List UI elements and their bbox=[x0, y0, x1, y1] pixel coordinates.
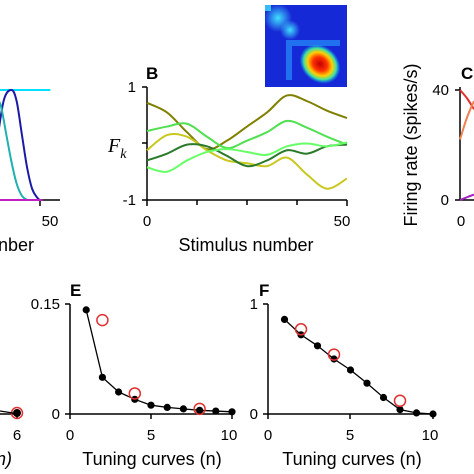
panel-d-x-label-fragment: n) bbox=[0, 449, 12, 469]
panel-e-y-tick-label-bottom: 0 bbox=[52, 406, 60, 423]
panel-e: E 0.15 0 0 5 10 Tuning curves (n) bbox=[31, 281, 238, 469]
panel-e-open-point-2 bbox=[96, 313, 109, 327]
panel-f-y-tick-label-bottom: 0 bbox=[250, 406, 258, 423]
panel-e-x-tick-5: 5 bbox=[147, 427, 155, 444]
panel-e-letter: E bbox=[70, 281, 81, 300]
panel-e-filled-point-10 bbox=[228, 408, 236, 416]
panel-f-x-label: Tuning curves (n) bbox=[282, 449, 421, 469]
panel-e-filled-point-7 bbox=[179, 405, 187, 413]
panel-e-filled-line bbox=[85, 309, 233, 413]
panel-d-point bbox=[13, 409, 21, 417]
panel-f-filled-point-7 bbox=[379, 393, 388, 402]
panel-c-y-label: Firing rate (spikes/s) bbox=[401, 63, 421, 226]
panel-f-filled-point-3 bbox=[313, 342, 322, 350]
panel-f-open-point-2 bbox=[294, 323, 308, 336]
panel-e-open-point-4 bbox=[128, 387, 142, 400]
panel-f-filled-point-8 bbox=[396, 406, 404, 414]
panel-b-plot bbox=[146, 94, 348, 190]
panel-f-open-point-4 bbox=[327, 348, 341, 361]
panel-a-series-2-line bbox=[0, 88, 43, 202]
panel-f-filled-point-10 bbox=[429, 410, 437, 418]
panel-e-x-label: Tuning curves (n) bbox=[82, 449, 221, 469]
panel-c-y-tick-label-top: 40 bbox=[432, 82, 449, 99]
panel-b: B bbox=[107, 4, 350, 255]
panel-b-series-4-line bbox=[146, 143, 348, 168]
panel-b-series-5-line bbox=[146, 141, 348, 173]
panel-f-filled-point-9 bbox=[412, 409, 421, 417]
panel-f-filled-line bbox=[284, 318, 434, 415]
panel-b-series-3-line bbox=[146, 132, 348, 190]
panel-f-y-tick-label-top: 1 bbox=[250, 296, 258, 313]
panel-b-series-2-line bbox=[146, 119, 348, 150]
panel-c: C 40 0 0 Firing rate (spikes/s) bbox=[401, 63, 474, 230]
panel-f-open-point-8 bbox=[393, 394, 407, 408]
panel-b-letter: B bbox=[146, 64, 158, 83]
panel-b-x-label: Stimulus number bbox=[178, 235, 313, 255]
panel-a-plot bbox=[0, 88, 51, 202]
panel-a: 50 nber bbox=[0, 88, 60, 255]
panel-c-series-3-line bbox=[459, 193, 474, 201]
panel-b-x-tick-label-start: 0 bbox=[143, 213, 151, 230]
panel-b-y-tick-label-bottom: -1 bbox=[123, 192, 136, 209]
panel-e-filled-point-2 bbox=[98, 373, 106, 381]
panel-e-plot bbox=[82, 306, 236, 416]
panel-e-x-tick-0: 0 bbox=[66, 427, 74, 444]
panel-e-filled-point-3 bbox=[115, 388, 123, 396]
panel-c-y-tick-label-bottom: 0 bbox=[441, 192, 449, 209]
panel-c-letter: C bbox=[461, 64, 473, 83]
panel-a-x-label-fragment: nber bbox=[0, 235, 34, 255]
panel-e-filled-point-8 bbox=[196, 406, 204, 414]
panel-b-y-tick-label-top: 1 bbox=[128, 79, 136, 96]
panel-f-letter: F bbox=[259, 281, 269, 300]
panel-e-y-tick-label-top: 0.15 bbox=[31, 296, 60, 313]
panel-f-filled-point-4 bbox=[330, 355, 338, 363]
panel-e-open-point-8 bbox=[193, 402, 206, 416]
panel-c-plot bbox=[459, 89, 474, 201]
panel-f-filled-point-1 bbox=[280, 315, 289, 323]
panel-d: 6 n) bbox=[0, 406, 24, 469]
panel-b-series-1-line bbox=[146, 94, 348, 151]
panel-e-filled-point-5 bbox=[147, 401, 155, 409]
panel-e-x-tick-10: 10 bbox=[221, 427, 238, 444]
panel-b-x-tick-label-end: 50 bbox=[334, 213, 351, 230]
panel-f-x-tick-0: 0 bbox=[264, 427, 272, 444]
panel-f-plot bbox=[280, 315, 437, 418]
panel-f: F 1 0 0 5 10 Tuning curves (n) bbox=[250, 281, 439, 469]
panel-f-filled-point-5 bbox=[346, 366, 355, 374]
panel-c-series-2-line bbox=[459, 100, 474, 140]
panel-c-x-tick-label: 0 bbox=[457, 213, 465, 230]
panel-a-x-tick-label: 50 bbox=[42, 213, 59, 230]
panel-e-filled-point-9 bbox=[212, 407, 220, 415]
panel-e-filled-point-6 bbox=[163, 403, 171, 411]
panel-d-x-tick-label: 6 bbox=[13, 427, 21, 444]
panel-f-x-tick-10: 10 bbox=[422, 427, 439, 444]
similarity-matrix-inset bbox=[264, 4, 347, 87]
panel-a-series-3-line bbox=[0, 100, 28, 201]
panel-b-y-label: Fk bbox=[107, 135, 127, 162]
panel-f-x-tick-5: 5 bbox=[346, 427, 354, 444]
panel-e-filled-point-1 bbox=[82, 306, 90, 314]
panel-b-ticks bbox=[142, 86, 348, 206]
panel-f-filled-point-6 bbox=[363, 379, 371, 387]
